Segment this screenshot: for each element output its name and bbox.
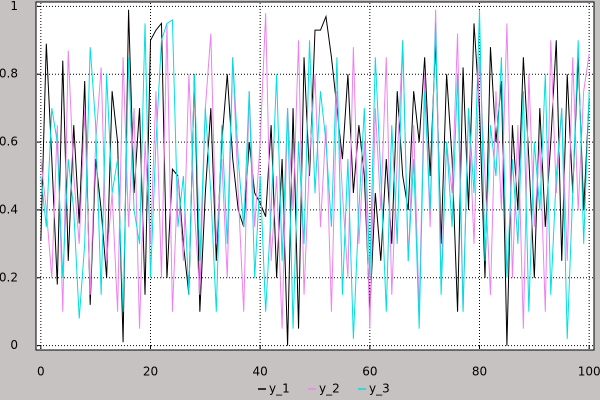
y-tick-label: 0.2 bbox=[0, 270, 18, 284]
x-tick-label: 0 bbox=[37, 365, 45, 379]
x-tick-label: 60 bbox=[362, 365, 377, 379]
y-tick-label: 0.8 bbox=[0, 67, 18, 81]
x-tick-label: 40 bbox=[253, 365, 268, 379]
legend-label: y_2 bbox=[319, 382, 340, 396]
y-tick-label: 0.6 bbox=[0, 135, 18, 149]
y-tick-label: 0 bbox=[10, 338, 18, 352]
legend-label: y_3 bbox=[369, 382, 390, 396]
y-tick-label: 1 bbox=[10, 0, 18, 13]
y-tick-label: 0.4 bbox=[0, 202, 18, 216]
series-line bbox=[40, 9, 590, 339]
x-tick-label: 20 bbox=[143, 365, 158, 379]
x-tick-label: 100 bbox=[578, 365, 600, 379]
legend-label: y_1 bbox=[269, 382, 290, 396]
x-tick-label: 80 bbox=[472, 365, 487, 379]
